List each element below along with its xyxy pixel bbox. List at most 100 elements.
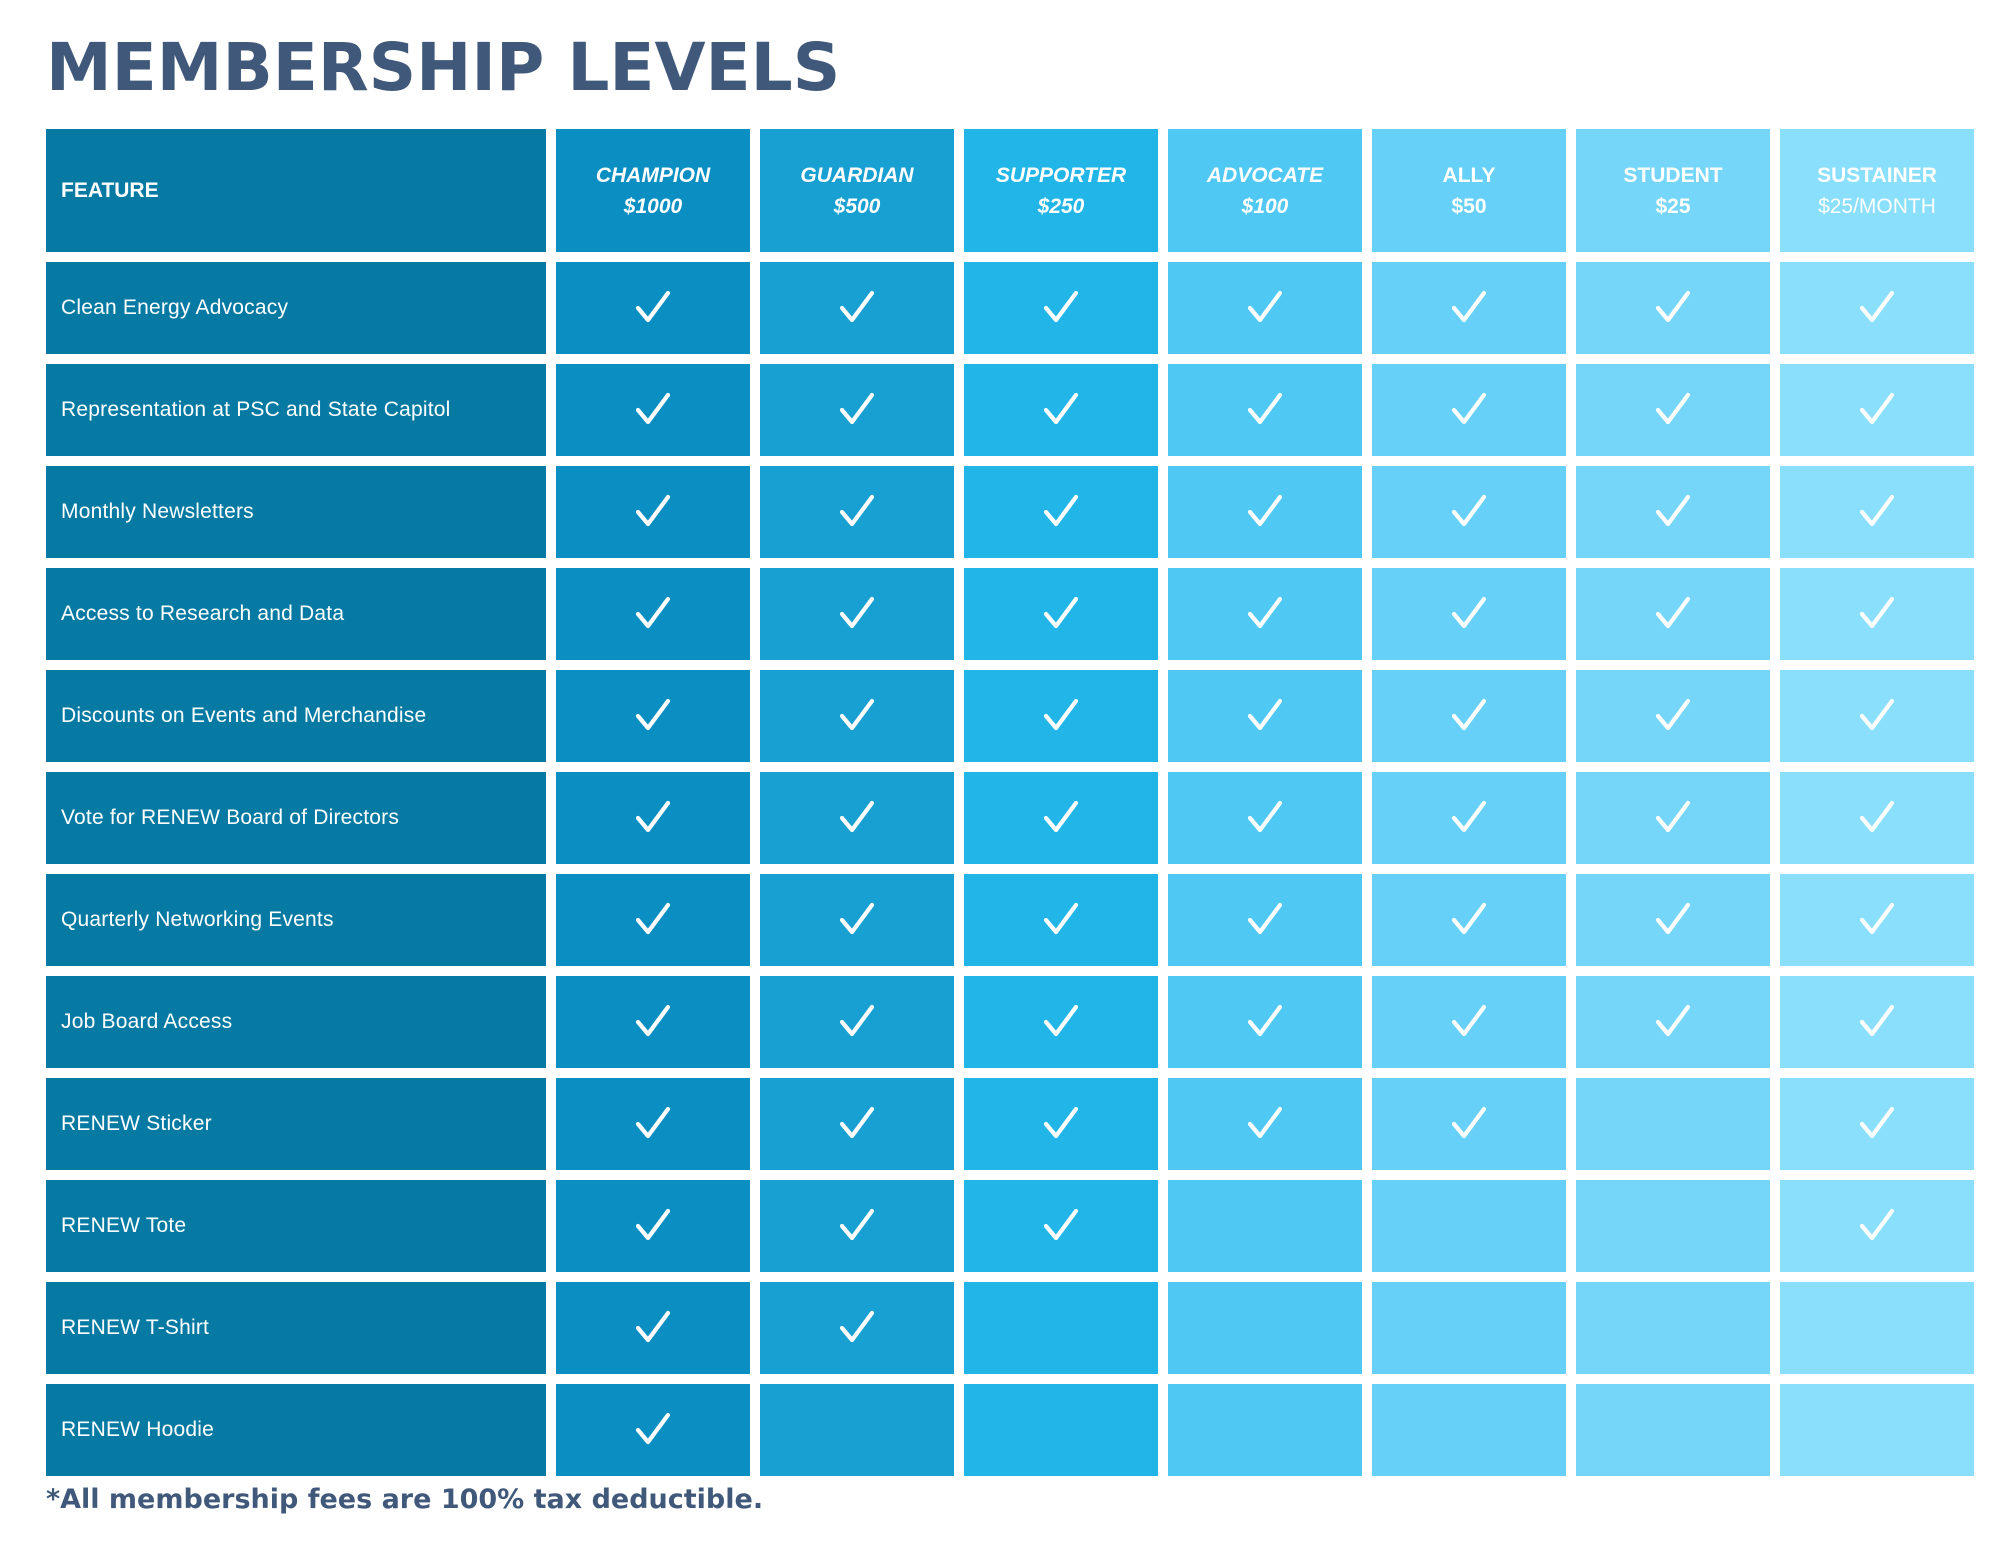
feature-included-cell — [1372, 262, 1566, 354]
checkmark-icon — [839, 596, 875, 629]
feature-included-cell — [1168, 1078, 1362, 1170]
checkmark-icon — [839, 698, 875, 731]
feature-included-cell — [1576, 466, 1770, 558]
checkmark-icon — [1043, 392, 1079, 425]
feature-included-cell — [1372, 976, 1566, 1068]
checkmark-icon — [1247, 902, 1283, 935]
feature-label: RENEW Sticker — [46, 1078, 546, 1170]
feature-included-cell — [760, 874, 954, 966]
feature-excluded-cell — [1372, 1384, 1566, 1476]
checkmark-icon — [1451, 1106, 1487, 1139]
feature-included-cell — [964, 1078, 1158, 1170]
level-header-advocate: ADVOCATE $100 — [1168, 129, 1362, 252]
feature-label: RENEW Hoodie — [46, 1384, 546, 1476]
feature-included-cell — [556, 976, 750, 1068]
checkmark-icon — [635, 902, 671, 935]
feature-included-cell — [1576, 874, 1770, 966]
feature-included-cell — [556, 466, 750, 558]
checkmark-icon — [1859, 494, 1895, 527]
header-feature-label: FEATURE — [46, 129, 546, 252]
checkmark-icon — [635, 392, 671, 425]
feature-label: RENEW Tote — [46, 1180, 546, 1272]
feature-included-cell — [1780, 874, 1974, 966]
feature-included-cell — [964, 976, 1158, 1068]
checkmark-icon — [1247, 596, 1283, 629]
feature-excluded-cell — [760, 1384, 954, 1476]
checkmark-icon — [839, 1106, 875, 1139]
checkmark-icon — [1451, 290, 1487, 323]
feature-included-cell — [760, 568, 954, 660]
feature-included-cell — [1576, 262, 1770, 354]
feature-included-cell — [1576, 568, 1770, 660]
checkmark-icon — [1247, 1106, 1283, 1139]
feature-excluded-cell — [964, 1384, 1158, 1476]
level-name: SUSTAINER — [1817, 163, 1937, 187]
checkmark-icon — [839, 290, 875, 323]
level-header-guardian: GUARDIAN $500 — [760, 129, 954, 252]
level-price: $50 — [1451, 194, 1487, 218]
feature-label: Job Board Access — [46, 976, 546, 1068]
feature-included-cell — [1372, 466, 1566, 558]
feature-excluded-cell — [1576, 1180, 1770, 1272]
checkmark-icon — [1859, 1004, 1895, 1037]
feature-excluded-cell — [1576, 1282, 1770, 1374]
checkmark-icon — [1859, 800, 1895, 833]
feature-included-cell — [1168, 976, 1362, 1068]
level-header-supporter: SUPPORTER $250 — [964, 129, 1158, 252]
checkmark-icon — [1859, 596, 1895, 629]
checkmark-icon — [1655, 698, 1691, 731]
checkmark-icon — [1043, 1106, 1079, 1139]
feature-included-cell — [1372, 568, 1566, 660]
checkmark-icon — [1859, 902, 1895, 935]
checkmark-icon — [1655, 1004, 1691, 1037]
checkmark-icon — [1655, 494, 1691, 527]
feature-included-cell — [1168, 874, 1362, 966]
level-header-student: STUDENT $25 — [1576, 129, 1770, 252]
feature-included-cell — [760, 1282, 954, 1374]
checkmark-icon — [839, 1310, 875, 1343]
checkmark-icon — [635, 290, 671, 323]
checkmark-icon — [635, 494, 671, 527]
feature-included-cell — [760, 466, 954, 558]
level-header-champion: CHAMPION $1000 — [556, 129, 750, 252]
checkmark-icon — [1247, 392, 1283, 425]
feature-included-cell — [1168, 262, 1362, 354]
checkmark-icon — [1451, 1004, 1487, 1037]
feature-excluded-cell — [1168, 1180, 1362, 1272]
checkmark-icon — [635, 1208, 671, 1241]
feature-included-cell — [760, 772, 954, 864]
checkmark-icon — [1655, 902, 1691, 935]
level-price: $25 — [1655, 194, 1691, 218]
feature-included-cell — [556, 1078, 750, 1170]
checkmark-icon — [839, 902, 875, 935]
checkmark-icon — [839, 800, 875, 833]
feature-excluded-cell — [1168, 1384, 1362, 1476]
feature-included-cell — [1372, 772, 1566, 864]
feature-included-cell — [556, 1384, 750, 1476]
checkmark-icon — [1451, 698, 1487, 731]
checkmark-icon — [1655, 800, 1691, 833]
feature-included-cell — [760, 1180, 954, 1272]
level-price: $1000 — [623, 194, 683, 218]
level-name: CHAMPION — [595, 163, 711, 187]
feature-included-cell — [1780, 262, 1974, 354]
feature-included-cell — [556, 364, 750, 456]
feature-included-cell — [1576, 976, 1770, 1068]
feature-included-cell — [1780, 1180, 1974, 1272]
feature-included-cell — [1576, 364, 1770, 456]
feature-included-cell — [556, 568, 750, 660]
feature-included-cell — [1780, 976, 1974, 1068]
feature-excluded-cell — [1576, 1078, 1770, 1170]
checkmark-icon — [1043, 290, 1079, 323]
level-name: GUARDIAN — [800, 163, 914, 187]
checkmark-icon — [1043, 698, 1079, 731]
feature-included-cell — [1168, 670, 1362, 762]
feature-included-cell — [964, 262, 1158, 354]
membership-table: FEATURE CHAMPION $1000 GUARDIAN $500 SUPPORTE… — [46, 129, 1974, 1476]
checkmark-icon — [839, 1208, 875, 1241]
feature-included-cell — [1576, 670, 1770, 762]
feature-excluded-cell — [1780, 1384, 1974, 1476]
feature-label: Vote for RENEW Board of Directors — [46, 772, 546, 864]
feature-label: Quarterly Networking Events — [46, 874, 546, 966]
checkmark-icon — [839, 1004, 875, 1037]
